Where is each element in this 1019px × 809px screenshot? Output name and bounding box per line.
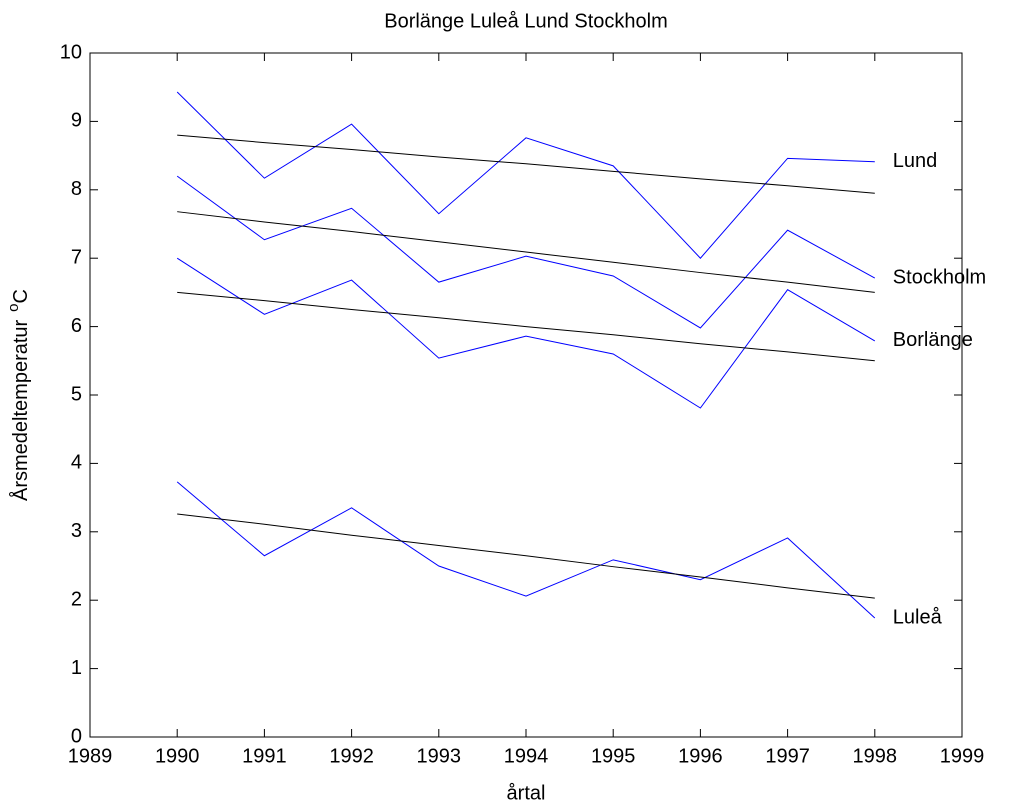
y-tick-label: 8 <box>71 178 82 200</box>
x-tick-label: 1992 <box>329 745 374 767</box>
x-tick-label: 1994 <box>504 745 549 767</box>
y-tick-label: 5 <box>71 383 82 405</box>
trend-line <box>177 134 875 194</box>
trend-line <box>177 513 875 599</box>
data-line <box>176 481 876 619</box>
series-label: Stockholm <box>893 266 986 288</box>
y-tick-label: 10 <box>60 41 82 63</box>
x-tick-label: 1990 <box>155 745 200 767</box>
y-tick-label: 9 <box>71 110 82 132</box>
y-axis-label-text: Årsmedeltemperatur <box>9 319 32 501</box>
trend-line <box>177 291 875 362</box>
data-line <box>176 257 876 409</box>
chart-title: Borlänge Luleå Lund Stockholm <box>384 10 668 32</box>
y-tick-label: 3 <box>71 520 82 542</box>
x-tick-label: 1996 <box>678 745 723 767</box>
trend-line <box>177 211 875 293</box>
y-axis-label-sup: o <box>5 303 22 311</box>
data-line <box>176 175 876 329</box>
y-tick-label: 1 <box>71 657 82 679</box>
y-axis-label: Årsmedeltemperatur oC <box>5 289 32 501</box>
x-tick-label: 1993 <box>417 745 462 767</box>
y-tick-label: 4 <box>71 452 82 474</box>
data-line <box>176 91 875 259</box>
series-label: Luleå <box>893 606 943 628</box>
y-tick-label: 7 <box>71 246 82 268</box>
x-tick-label: 1998 <box>853 745 898 767</box>
y-axis-label-unit: C <box>10 289 32 303</box>
x-tick-label: 1999 <box>940 745 985 767</box>
axes-box <box>89 52 963 738</box>
x-tick-label: 1991 <box>242 745 287 767</box>
series-label: Lund <box>893 150 938 172</box>
y-tick-label: 6 <box>71 315 82 337</box>
y-tick-label: 2 <box>71 588 82 610</box>
x-tick-label: 1989 <box>68 745 113 767</box>
x-tick-label: 1997 <box>765 745 810 767</box>
x-tick-label: 1995 <box>591 745 636 767</box>
y-tick-label: 0 <box>71 725 82 747</box>
x-axis-label: årtal <box>507 782 546 804</box>
series-label: Borlänge <box>893 329 973 351</box>
